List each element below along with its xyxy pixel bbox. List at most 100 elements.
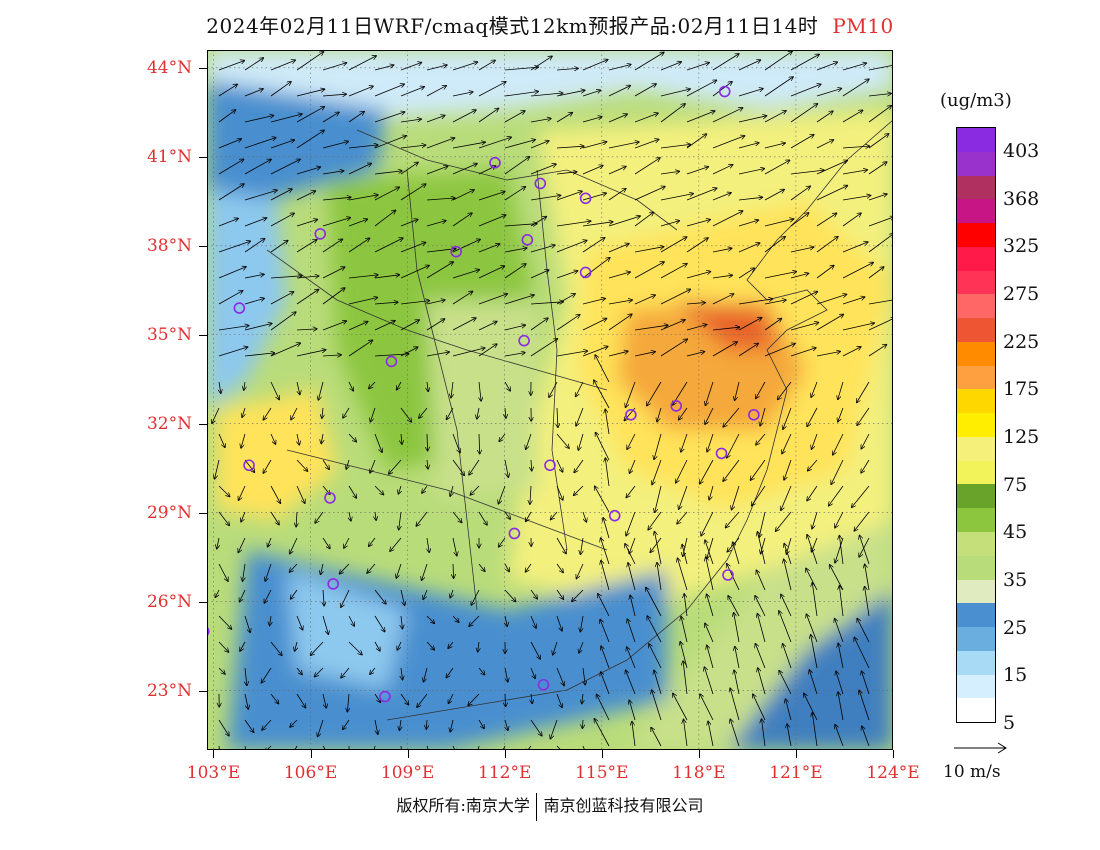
wind-arrow [270,159,300,175]
wind-arrow [787,724,792,747]
wind-arrow [374,719,378,734]
wind-arrow [504,157,529,175]
wind-arrow [427,381,428,391]
wind-arrow [374,238,403,253]
wind-arrow [322,267,345,279]
wind-arrow [629,537,636,554]
wind-arrow [686,167,708,175]
wind-arrow [530,245,555,253]
wind-arrow [530,589,537,599]
legend-swatch [957,627,995,651]
wind-arrow [296,220,317,227]
legend-swatch [957,698,995,723]
wind-arrow [321,433,323,444]
wind-arrow [835,511,844,528]
wind-arrow [270,433,276,444]
legend-swatch [957,484,995,509]
wind-arrow [427,433,428,451]
wind-arrow [605,409,610,435]
wind-arrow [842,110,863,123]
wind-arrow [684,594,688,617]
wind-arrow [245,745,247,750]
wind-arrow [426,719,427,729]
legend-label: 175 [1003,378,1040,401]
wind-arrow [322,745,327,750]
wind-arrow [790,348,816,357]
legend-swatch [957,199,995,224]
lat-tick [199,512,207,514]
wind-arrow [239,485,246,500]
wind-arrow [348,163,371,175]
wind-arrow [531,693,532,703]
wind-arrow [556,745,562,750]
wind-arrow [626,381,636,407]
wind-arrow [686,303,705,304]
wind-arrow [505,615,507,626]
city-marker [748,409,760,421]
legend-label: 35 [1003,568,1028,591]
wind-arrow [505,693,506,706]
wind-arrow [218,563,228,581]
pm10-map [207,50,893,750]
wind-arrow [601,538,610,565]
wind-arrow [556,172,577,174]
wind-arrow [244,381,245,390]
wind-arrow [296,667,302,675]
wind-arrow [448,693,454,703]
wind-arrow [582,511,586,522]
wind-arrow [311,641,324,655]
wind-arrow [479,381,481,401]
wind-arrow [447,407,454,419]
wind-arrow [244,459,255,472]
lat-tick [199,423,207,425]
wind-arrow [477,745,480,750]
wind-arrow [530,93,563,97]
lat-tick [199,245,207,247]
map-title: 2024年02月11日WRF/cmaq模式12km预报产品:02月11日14时 P… [0,10,1100,39]
wind-arrow [574,459,584,473]
wind-arrow [478,82,506,97]
wind-arrow [400,347,418,357]
wind-arrow [374,615,385,632]
wind-arrow [764,143,785,149]
wind-arrow [764,160,790,175]
wind-arrow [842,146,869,148]
wind-arrow [427,459,428,469]
wind-arrow [857,407,870,425]
wind-arrow [530,56,552,71]
wind-arrow [556,459,563,472]
reference-arrow-icon [954,742,1007,754]
wind-arrow [854,638,870,669]
legend-swatch [957,270,995,295]
wind-arrow [244,89,263,97]
wind-arrow [244,693,248,709]
wind-arrow [323,589,324,606]
lon-tick [407,750,409,758]
wind-arrow [781,594,792,617]
wind-arrow [478,266,504,279]
wind-arrow [389,459,402,474]
wind-arrow [504,67,538,71]
wind-arrow [477,407,479,419]
wind-arrow [865,587,870,617]
city-marker [385,355,398,368]
wind-arrow [374,171,402,175]
wind-arrow [578,433,584,450]
wind-arrow [322,407,323,418]
wind-arrow [686,325,707,331]
wind-arrow [315,511,324,523]
wind-arrow [343,407,350,418]
wind-arrow [504,248,527,253]
wind-arrow [842,297,865,305]
wind-arrow [530,270,549,279]
legend-swatch [957,603,995,628]
wind-arrow [598,594,610,617]
wind-arrow [505,719,508,730]
wind-arrow [218,745,220,750]
city-marker [544,459,556,472]
wind-arrow [582,693,583,704]
wind-arrow [452,433,460,453]
wind-arrow [812,433,818,449]
wind-arrow [400,119,421,123]
wind-arrow [400,219,418,227]
